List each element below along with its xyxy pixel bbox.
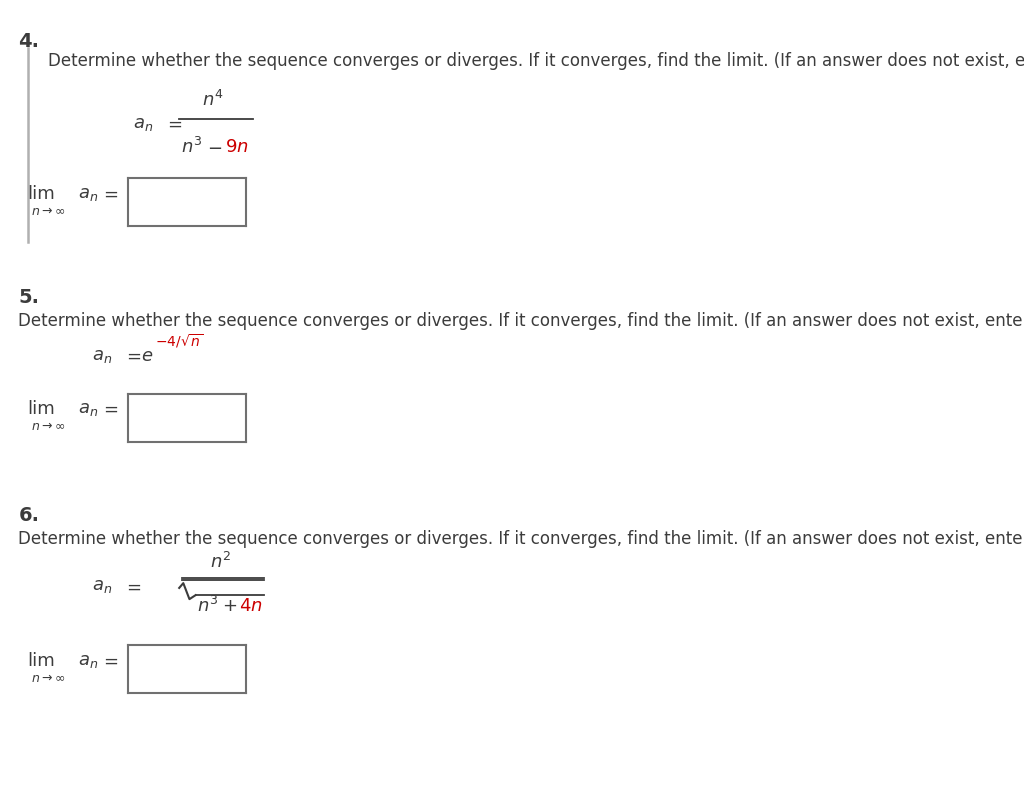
Text: $a_n$: $a_n$ — [92, 347, 113, 364]
Text: $+$: $+$ — [222, 597, 238, 614]
Text: 5.: 5. — [18, 288, 40, 308]
Text: $n \to \infty$: $n \to \infty$ — [31, 672, 66, 685]
Text: $=$: $=$ — [123, 578, 141, 595]
Text: $=$: $=$ — [100, 185, 119, 203]
Text: $n^3$: $n^3$ — [197, 595, 218, 616]
Text: $n^3$: $n^3$ — [181, 136, 203, 157]
Text: $n \to \infty$: $n \to \infty$ — [31, 205, 66, 218]
Text: $-4/\sqrt{n}$: $-4/\sqrt{n}$ — [155, 332, 203, 350]
Text: $a_n$: $a_n$ — [78, 652, 98, 670]
Text: Determine whether the sequence converges or diverges. If it converges, find the : Determine whether the sequence converges… — [18, 312, 1024, 330]
Text: $4n$: $4n$ — [239, 597, 262, 614]
Text: $n \to \infty$: $n \to \infty$ — [31, 420, 66, 433]
Text: Determine whether the sequence converges or diverges. If it converges, find the : Determine whether the sequence converges… — [48, 52, 1024, 70]
Text: $a_n$: $a_n$ — [78, 400, 98, 417]
Text: $=$: $=$ — [164, 115, 182, 133]
Text: $=$: $=$ — [123, 347, 141, 364]
Text: $a_n$: $a_n$ — [78, 185, 98, 203]
Text: 4.: 4. — [18, 32, 40, 51]
Text: $9n$: $9n$ — [225, 138, 249, 155]
Text: $=$: $=$ — [100, 400, 119, 417]
Text: $n^4$: $n^4$ — [203, 90, 223, 111]
Text: lim: lim — [28, 400, 55, 417]
Text: $=$: $=$ — [100, 652, 119, 670]
Text: lim: lim — [28, 652, 55, 670]
Text: $a_n$: $a_n$ — [133, 115, 154, 133]
Text: $a_n$: $a_n$ — [92, 578, 113, 595]
Text: $n^2$: $n^2$ — [210, 552, 230, 573]
Text: lim: lim — [28, 185, 55, 203]
Text: Determine whether the sequence converges or diverges. If it converges, find the : Determine whether the sequence converges… — [18, 530, 1024, 548]
Text: 6.: 6. — [18, 506, 40, 525]
Text: $e$: $e$ — [141, 347, 154, 364]
Text: $ - $: $ - $ — [207, 138, 222, 155]
